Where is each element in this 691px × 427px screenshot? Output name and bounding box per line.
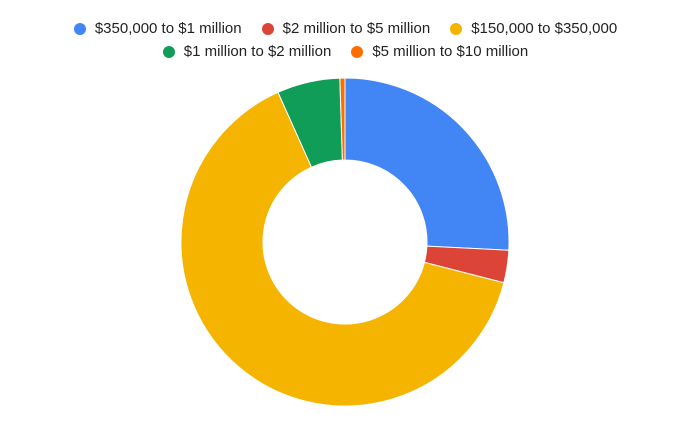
legend-item-2m-to-5m[interactable]: $2 million to $5 million <box>261 20 431 37</box>
legend-item-150k-to-350k[interactable]: $150,000 to $350,000 <box>450 20 617 37</box>
donut-slice-150k-to-350k[interactable] <box>180 91 505 407</box>
legend-swatch-2m-to-5m <box>261 22 274 35</box>
legend-item-350k-to-1m[interactable]: $350,000 to $1 million <box>73 20 242 37</box>
legend-label-2m-to-5m: $2 million to $5 million <box>282 20 431 37</box>
legend-swatch-1m-to-2m <box>162 45 175 58</box>
legend-swatch-350k-to-1m <box>73 22 86 35</box>
legend-swatch-150k-to-350k <box>450 22 463 35</box>
legend-item-1m-to-2m[interactable]: $1 million to $2 million <box>162 43 332 60</box>
legend-label-5m-to-10m: $5 million to $10 million <box>372 43 529 60</box>
legend-label-150k-to-350k: $150,000 to $350,000 <box>471 20 618 37</box>
legend-item-5m-to-10m[interactable]: $5 million to $10 million <box>351 43 528 60</box>
legend-label-350k-to-1m: $350,000 to $1 million <box>94 20 242 37</box>
chart-legend-row-2: $1 million to $2 million $5 million to $… <box>0 43 691 60</box>
legend-swatch-5m-to-10m <box>351 45 364 58</box>
chart-legend-row-1: $350,000 to $1 million $2 million to $5 … <box>0 20 691 37</box>
donut-slice-5m-to-10m[interactable] <box>339 77 346 161</box>
legend-label-1m-to-2m: $1 million to $2 million <box>183 43 332 60</box>
donut-slice-350k-to-1m[interactable] <box>344 77 510 251</box>
